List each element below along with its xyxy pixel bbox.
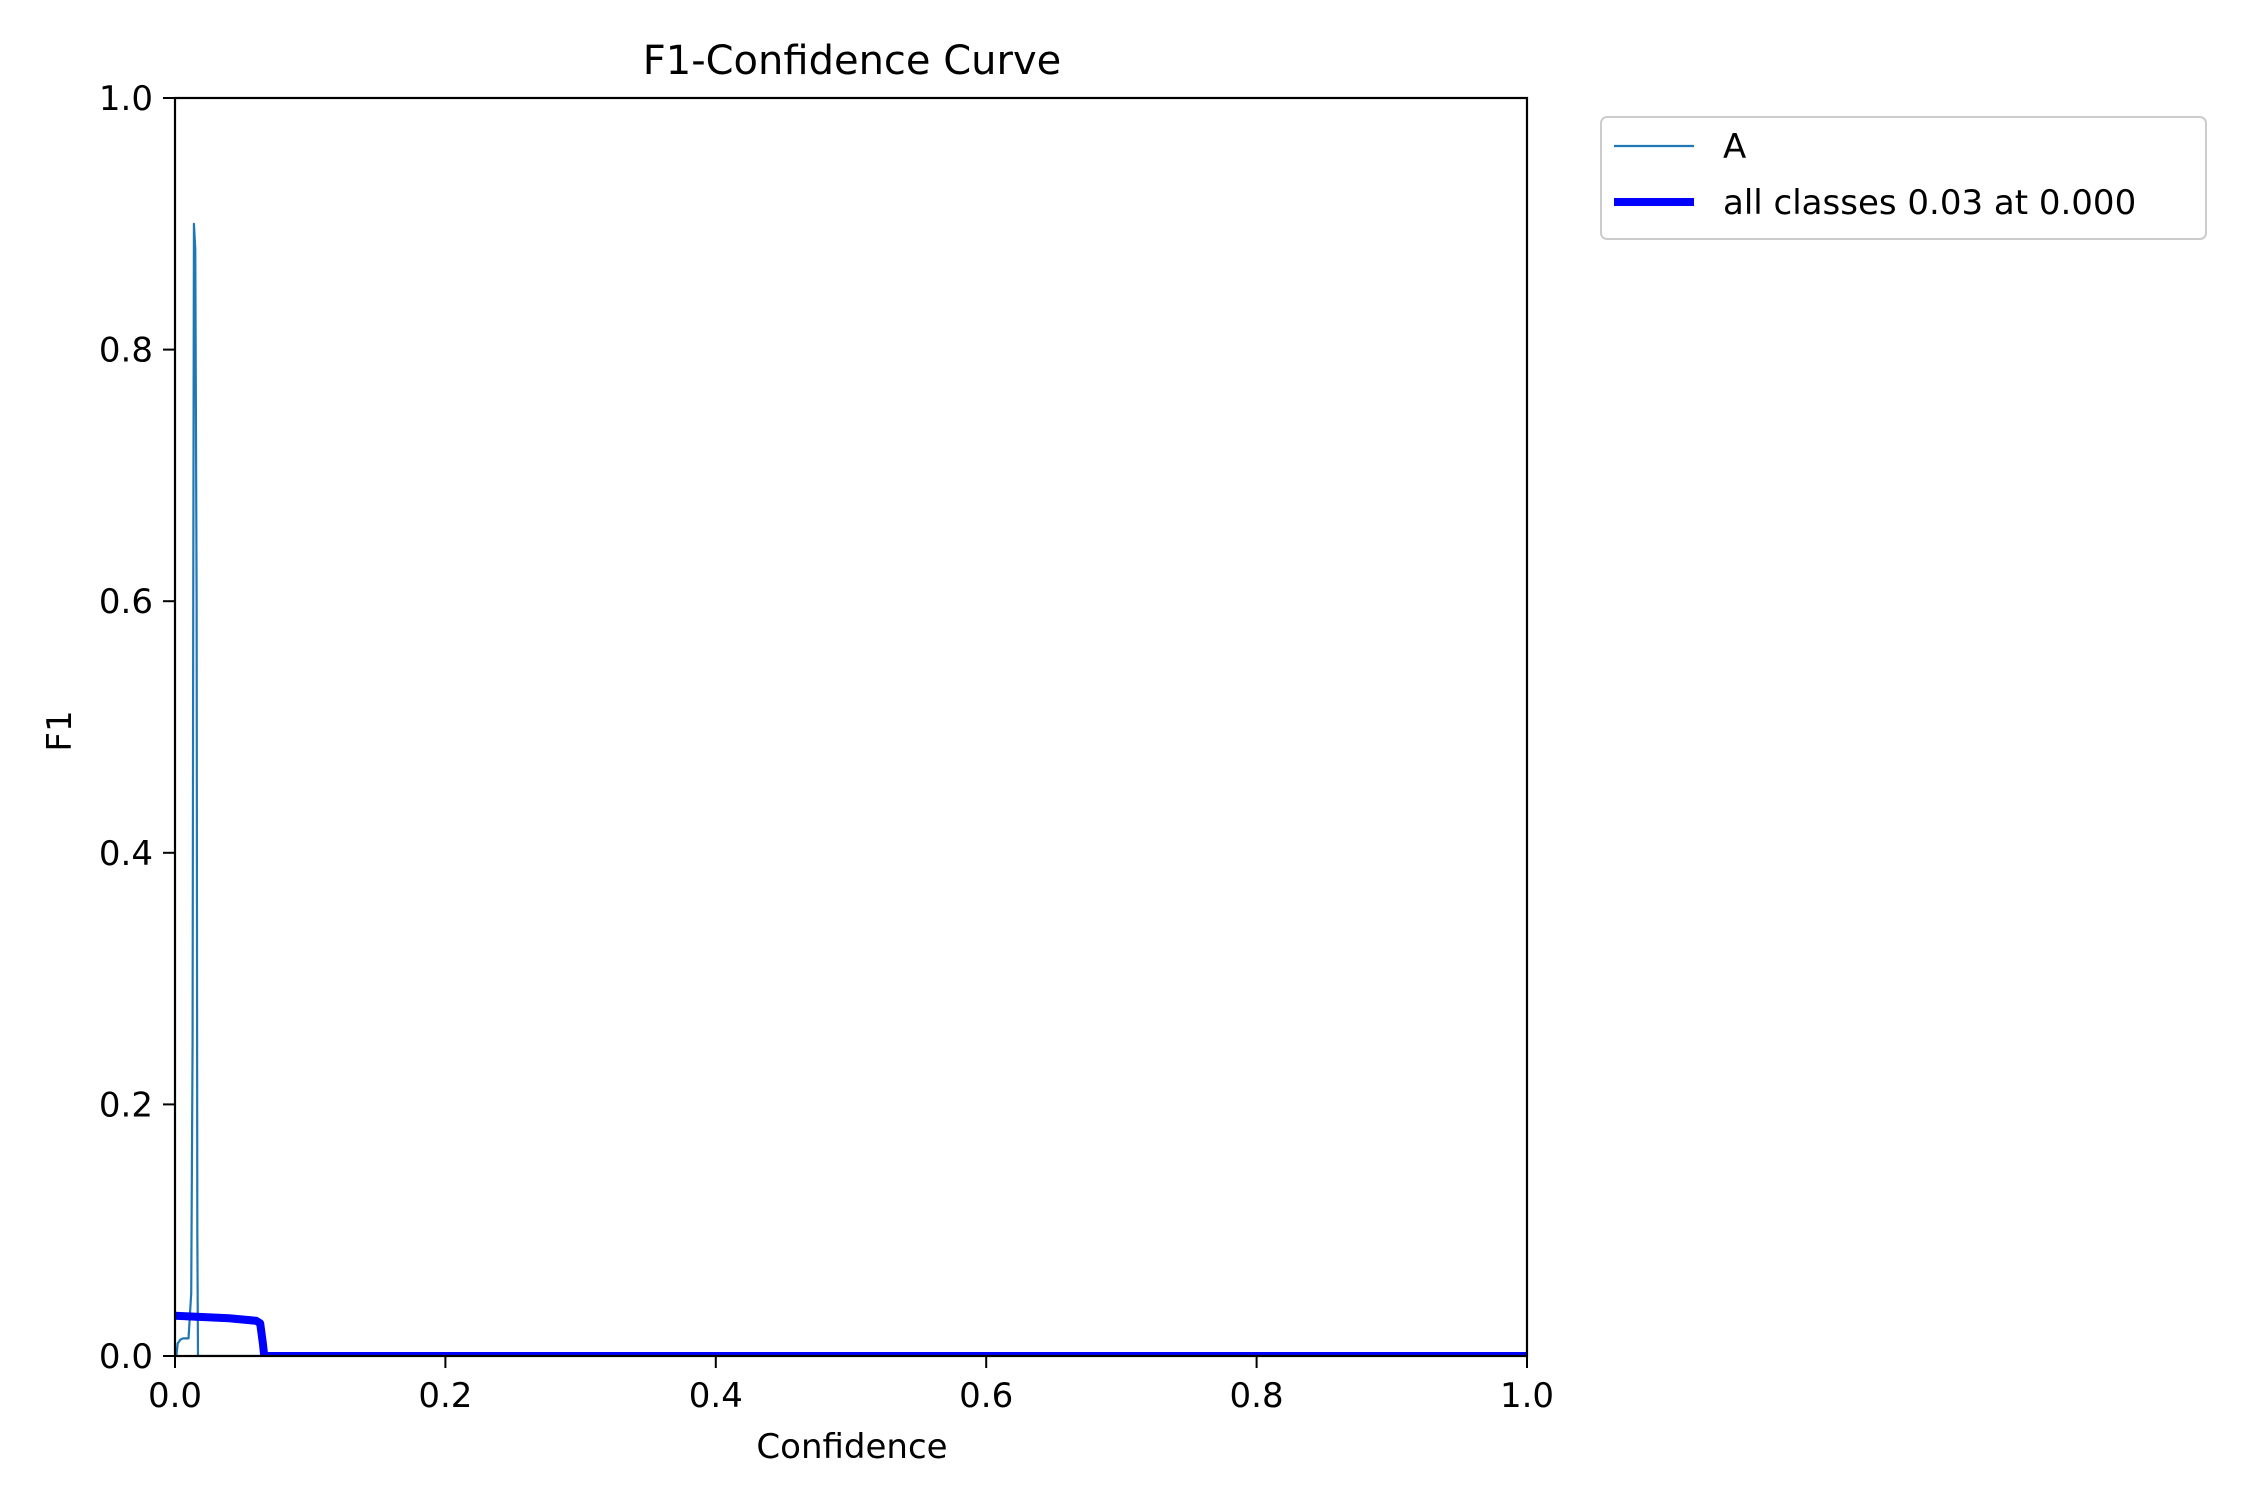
legend: A all classes 0.03 at 0.000 <box>1600 116 2207 240</box>
x-axis-label: Confidence <box>756 1427 947 1467</box>
x-tick-label: 0.8 <box>1230 1376 1284 1416</box>
series-line-all-classes <box>175 1311 1527 1356</box>
axes-frame <box>173 96 1529 1358</box>
legend-label-a: A <box>1723 127 1746 167</box>
y-axis-label: F1 <box>40 710 80 751</box>
plot-area: 0.0 0.2 0.4 0.6 0.8 1.0 0.0 0.2 0.4 0.6 0.8 1.0 <box>99 79 1554 1416</box>
y-tick-label: 0.8 <box>99 331 153 371</box>
y-tick-label: 0.2 <box>99 1085 153 1125</box>
chart-title: F1-Confidence Curve <box>643 38 1062 84</box>
legend-frame <box>1600 116 2207 240</box>
series-line-a <box>175 222 1527 1356</box>
x-tick-label: 1.0 <box>1500 1376 1554 1416</box>
y-tick-label: 0.0 <box>99 1337 153 1377</box>
y-tick-label: 0.6 <box>99 582 153 622</box>
y-tick-label: 0.4 <box>99 834 153 874</box>
y-tick-label: 1.0 <box>99 79 153 119</box>
x-tick-label: 0.6 <box>959 1376 1013 1416</box>
x-tick-label: 0.4 <box>689 1376 743 1416</box>
legend-label-all-classes: all classes 0.03 at 0.000 <box>1723 183 2136 223</box>
x-tick-label: 0.2 <box>418 1376 472 1416</box>
x-tick-label: 0.0 <box>148 1376 202 1416</box>
